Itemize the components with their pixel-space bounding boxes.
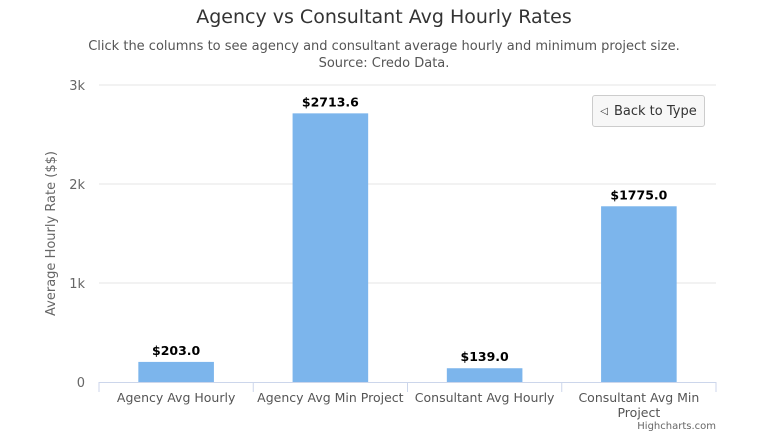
x-tick-label: Consultant Avg Min Project <box>578 390 699 420</box>
back-button-label: Back to Type <box>613 103 697 119</box>
data-label: $203.0 <box>152 343 201 358</box>
chart-title: Agency vs Consultant Avg Hourly Rates <box>196 6 572 28</box>
chart-subtitle: Click the columns to see agency and cons… <box>0 38 768 72</box>
subtitle-line-2: Source: Credo Data. <box>318 56 450 71</box>
back-to-type-button[interactable]: ◁ Back to Type <box>592 95 705 127</box>
y-tick-label: 2k <box>69 178 85 193</box>
data-label: $139.0 <box>461 349 510 364</box>
data-label: $1775.0 <box>610 187 667 202</box>
triangle-left-icon: ◁ <box>600 105 608 117</box>
x-tick-label: Agency Avg Hourly <box>117 390 236 405</box>
x-tick-label: Consultant Avg Hourly <box>415 390 555 405</box>
y-axis-title: Average Hourly Rate ($$) <box>44 151 59 316</box>
subtitle-line-1: Click the columns to see agency and cons… <box>88 39 680 54</box>
x-tick-label: Agency Avg Min Project <box>257 390 403 405</box>
y-tick-label: 3k <box>69 79 85 94</box>
data-label: $2713.6 <box>302 94 359 109</box>
bar[interactable] <box>601 206 677 382</box>
bar[interactable] <box>446 368 523 382</box>
y-tick-label: 1k <box>69 277 85 292</box>
bar[interactable] <box>292 113 369 382</box>
bar[interactable] <box>138 361 214 382</box>
y-tick-label: 0 <box>77 376 85 391</box>
credits-link[interactable]: Highcharts.com <box>637 421 716 432</box>
